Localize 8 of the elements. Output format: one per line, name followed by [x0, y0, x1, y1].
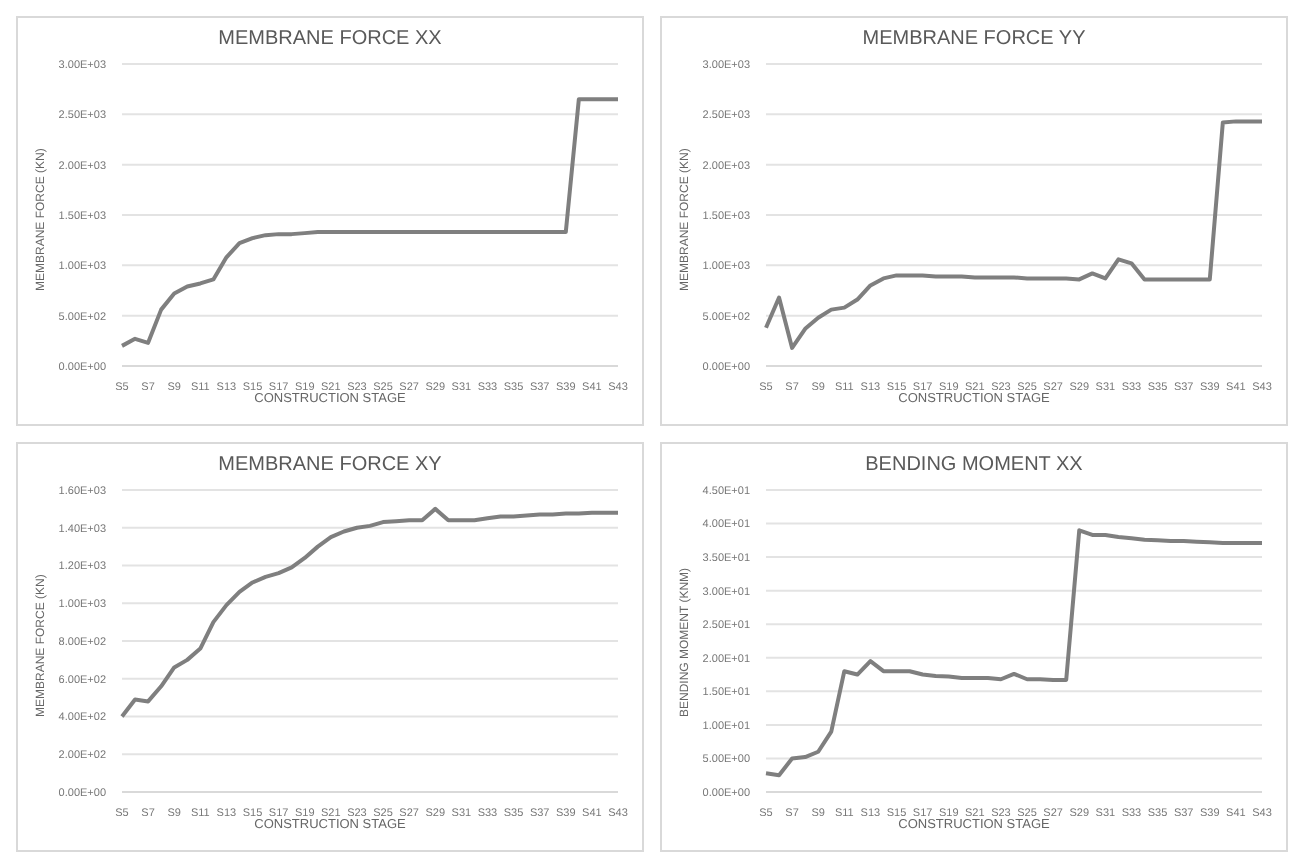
line-series	[764, 119, 1264, 350]
chart-title: BENDING MOMENT XX	[863, 454, 1085, 480]
line-series	[120, 97, 620, 348]
chart-title: MEMBRANE FORCE YY	[860, 28, 1088, 54]
chart-title: MEMBRANE FORCE XY	[216, 454, 444, 480]
line-series	[764, 528, 1264, 778]
line-series	[120, 506, 620, 719]
chart-title: MEMBRANE FORCE XX	[216, 28, 444, 54]
